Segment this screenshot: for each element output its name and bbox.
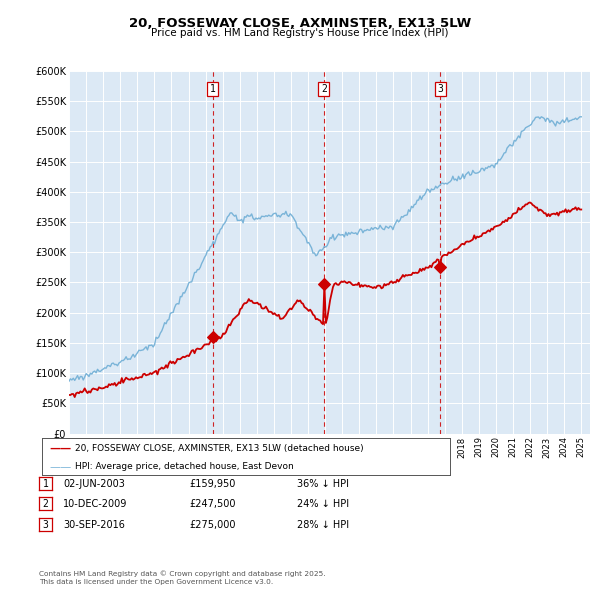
Text: 2: 2 [321,84,327,94]
Text: £159,950: £159,950 [189,479,235,489]
Text: ——: —— [49,444,71,454]
Text: 2: 2 [43,499,49,509]
Text: 36% ↓ HPI: 36% ↓ HPI [297,479,349,489]
Text: ——: —— [49,462,71,472]
Point [319,279,329,289]
Text: 3: 3 [43,520,49,529]
Text: Price paid vs. HM Land Registry's House Price Index (HPI): Price paid vs. HM Land Registry's House … [151,28,449,38]
Point [208,332,218,342]
Text: 10-DEC-2009: 10-DEC-2009 [63,499,127,509]
Text: 24% ↓ HPI: 24% ↓ HPI [297,499,349,509]
Text: 20, FOSSEWAY CLOSE, AXMINSTER, EX13 5LW (detached house): 20, FOSSEWAY CLOSE, AXMINSTER, EX13 5LW … [75,444,364,453]
Text: 3: 3 [437,84,443,94]
Point [436,263,445,272]
Text: £275,000: £275,000 [189,520,235,529]
Text: £247,500: £247,500 [189,499,235,509]
Text: HPI: Average price, detached house, East Devon: HPI: Average price, detached house, East… [75,463,294,471]
Text: 20, FOSSEWAY CLOSE, AXMINSTER, EX13 5LW: 20, FOSSEWAY CLOSE, AXMINSTER, EX13 5LW [129,17,471,30]
Text: 1: 1 [43,479,49,489]
Text: 30-SEP-2016: 30-SEP-2016 [63,520,125,529]
Text: 02-JUN-2003: 02-JUN-2003 [63,479,125,489]
Text: 28% ↓ HPI: 28% ↓ HPI [297,520,349,529]
Text: Contains HM Land Registry data © Crown copyright and database right 2025.
This d: Contains HM Land Registry data © Crown c… [39,571,326,585]
Text: 1: 1 [210,84,216,94]
